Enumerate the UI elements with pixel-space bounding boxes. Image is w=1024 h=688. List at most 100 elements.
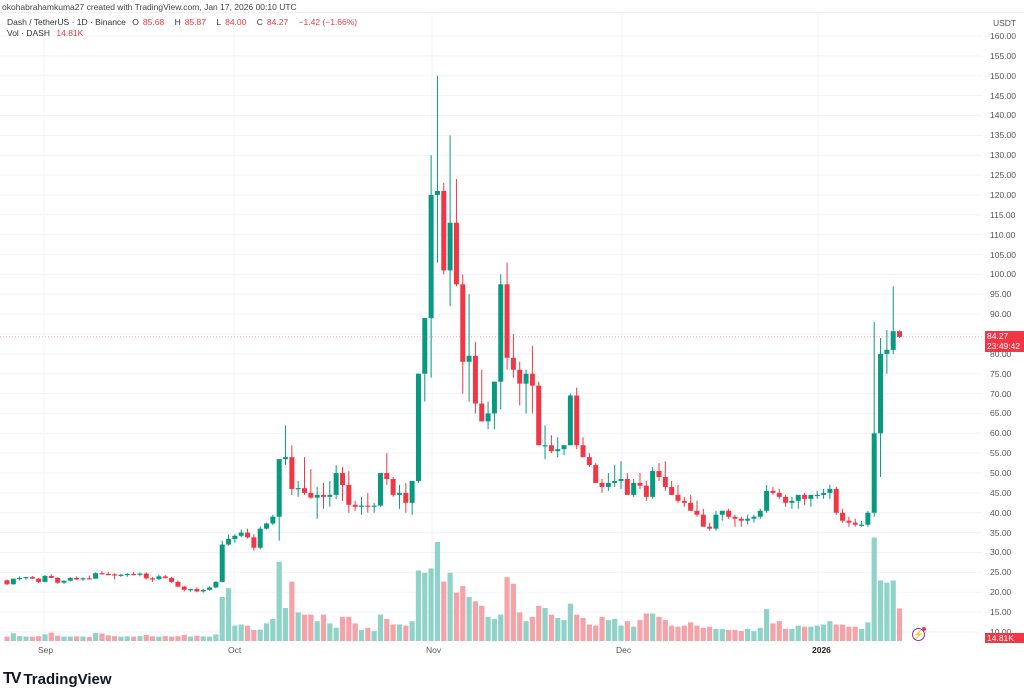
price-tick: 75.00	[990, 368, 1012, 379]
candle	[871, 322, 877, 517]
candle	[308, 469, 314, 499]
volume-bar	[93, 633, 99, 641]
candle	[42, 575, 48, 583]
candle	[131, 571, 137, 576]
volume-bar	[688, 622, 694, 641]
candle	[67, 577, 73, 582]
volume-bar	[865, 622, 871, 641]
volume-bar	[42, 634, 48, 641]
volume-bar	[80, 636, 86, 641]
volume-bar	[612, 619, 618, 641]
volume-bar	[751, 631, 757, 641]
volume-bar	[99, 633, 105, 641]
volume-bar	[339, 616, 346, 641]
price-tick: 110.00	[990, 229, 1016, 240]
price-tick: 45.00	[990, 487, 1012, 498]
volume-bar	[308, 614, 314, 641]
candlestick-chart[interactable]	[0, 0, 1024, 660]
volume-bar	[422, 572, 428, 641]
candle	[574, 387, 580, 450]
last-price: 84.27	[987, 331, 1009, 341]
volume-bar	[219, 597, 225, 641]
last-volume-tag: 14.81K	[985, 633, 1024, 643]
volume-bar	[574, 614, 580, 641]
time-tick: Nov	[426, 645, 442, 655]
candle	[789, 496, 795, 509]
candle	[314, 486, 320, 519]
volume-bar	[390, 624, 396, 641]
candle	[713, 510, 719, 531]
price-tick: 55.00	[990, 448, 1012, 459]
candle	[466, 294, 472, 402]
candle	[631, 478, 637, 497]
volume-bar	[858, 628, 865, 641]
candle	[586, 453, 592, 468]
volume-bar	[257, 629, 263, 641]
high-value: 85.87	[184, 17, 206, 27]
volume-value: 14.81K	[56, 28, 84, 38]
price-tick: 100.00	[990, 269, 1016, 280]
volume-bar	[48, 632, 54, 641]
volume-bar	[447, 572, 453, 641]
price-tick: 30.00	[990, 547, 1012, 558]
volume-bar	[371, 631, 377, 641]
candle	[415, 373, 421, 483]
candle	[859, 520, 865, 527]
volume-bar	[776, 621, 782, 641]
volume-bar	[833, 624, 839, 641]
price-tick: 40.00	[990, 507, 1012, 518]
candle	[150, 577, 156, 582]
low-value: 84.00	[225, 17, 247, 27]
volume-bar	[561, 620, 567, 641]
volume-bar	[206, 636, 213, 641]
symbol-label[interactable]: Dash / TetherUS · 1D · Binance	[7, 17, 126, 27]
candle	[175, 580, 181, 588]
volume-bar	[498, 614, 504, 641]
currency-label[interactable]: USDT	[993, 18, 1017, 28]
candle	[529, 345, 535, 414]
price-tick: 150.00	[990, 70, 1016, 81]
candle	[23, 576, 29, 580]
volume-bar	[384, 619, 390, 641]
price-tick: 25.00	[990, 567, 1012, 578]
candle	[700, 508, 706, 527]
volume-bar	[289, 581, 295, 641]
candle	[137, 572, 143, 577]
price-tick: 90.00	[990, 309, 1012, 320]
candle	[605, 473, 611, 491]
chart-credit: okohabrahamkuma27 created with TradingVi…	[2, 2, 297, 12]
candle	[283, 425, 289, 466]
candle	[112, 573, 118, 580]
candle	[738, 516, 744, 527]
candle	[637, 473, 643, 489]
candle	[36, 577, 42, 584]
volume-bar	[55, 635, 61, 641]
candle	[599, 478, 605, 493]
candle	[833, 486, 839, 515]
volume-bar	[124, 636, 130, 641]
volume-bar	[542, 608, 548, 641]
chart-area[interactable]	[0, 12, 1024, 655]
price-tick: 145.00	[990, 90, 1016, 101]
volume-bar	[67, 636, 73, 641]
volume-label[interactable]: Vol · DASH	[7, 28, 50, 38]
volume-bar	[453, 592, 460, 641]
tradingview-logo: TV TradingView	[3, 670, 112, 688]
volume-bar	[409, 621, 415, 641]
candle	[814, 490, 820, 499]
candle	[270, 514, 276, 526]
candle	[200, 589, 206, 593]
candle	[86, 575, 92, 580]
volume-bar	[662, 620, 668, 641]
price-tick: 15.00	[990, 607, 1012, 618]
candle	[61, 580, 67, 584]
volume-bar	[605, 620, 611, 641]
volume-bar	[333, 627, 339, 641]
candle	[561, 445, 567, 456]
candle	[428, 155, 434, 378]
volume-bar	[637, 620, 643, 641]
candle	[548, 435, 554, 454]
candle	[384, 453, 390, 485]
volume-bar	[871, 537, 877, 641]
flash-icon[interactable]: ⚡	[912, 627, 926, 641]
